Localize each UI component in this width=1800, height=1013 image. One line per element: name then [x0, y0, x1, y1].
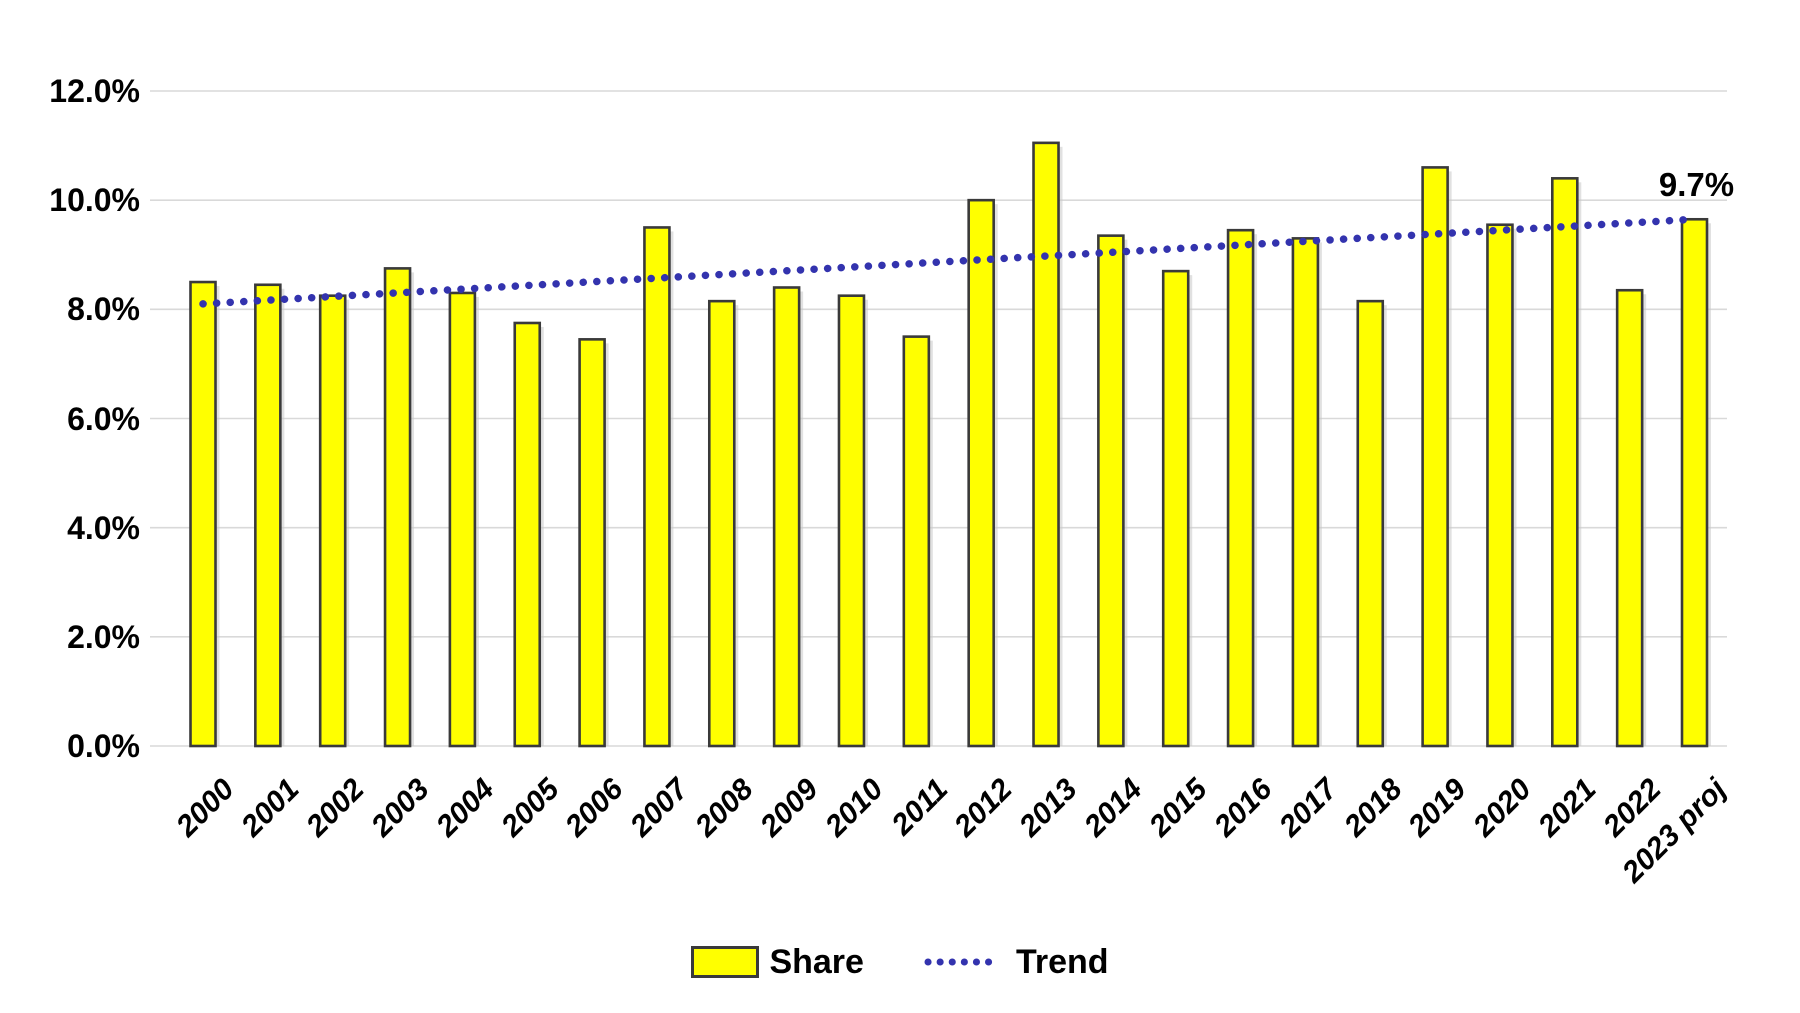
bar-2014 — [1097, 234, 1125, 748]
legend-share-swatch — [691, 946, 760, 978]
y-axis-tick-label: 0.0% — [67, 728, 140, 764]
y-axis-tick-label: 8.0% — [67, 291, 140, 328]
bar-2012 — [967, 198, 995, 748]
bar-2006 — [578, 338, 606, 748]
bar-2001 — [254, 283, 282, 748]
bar-2020 — [1486, 223, 1514, 748]
bar-2010 — [837, 294, 866, 748]
bar-2021 — [1551, 177, 1579, 748]
bar-2015 — [1161, 269, 1190, 748]
bar-2018 — [1356, 299, 1385, 748]
bar-2007 — [643, 226, 671, 748]
legend: Share Trend — [0, 942, 1800, 982]
bar-2023 proj — [1680, 217, 1709, 748]
bar-2002 — [318, 294, 347, 748]
bar-2022 — [1615, 288, 1644, 748]
y-axis-tick-label: 4.0% — [67, 509, 140, 546]
bar-2009 — [772, 286, 801, 748]
legend-share-label: Share — [769, 943, 864, 981]
bar-2011 — [902, 335, 931, 748]
trend-end-value-label: 9.7% — [1658, 166, 1735, 203]
bar-2017 — [1291, 237, 1320, 748]
bar-2019 — [1421, 166, 1449, 748]
bar-2003 — [383, 267, 412, 748]
y-axis-tick-label: 2.0% — [67, 618, 140, 655]
trend-line — [199, 215, 1699, 308]
legend-trend-label: Trend — [1015, 943, 1109, 981]
bar-2005 — [513, 321, 542, 748]
bar-2013 — [1032, 141, 1060, 748]
bar-2008 — [707, 299, 736, 748]
bar-2000 — [189, 280, 217, 748]
y-axis-tick-label: 12.0% — [49, 73, 140, 109]
bar-2016 — [1226, 228, 1255, 748]
legend-trend-line-icon — [924, 958, 1004, 966]
y-axis-tick-label: 6.0% — [67, 400, 140, 437]
y-axis-tick-label: 10.0% — [49, 182, 140, 219]
bar-2004 — [448, 291, 477, 748]
